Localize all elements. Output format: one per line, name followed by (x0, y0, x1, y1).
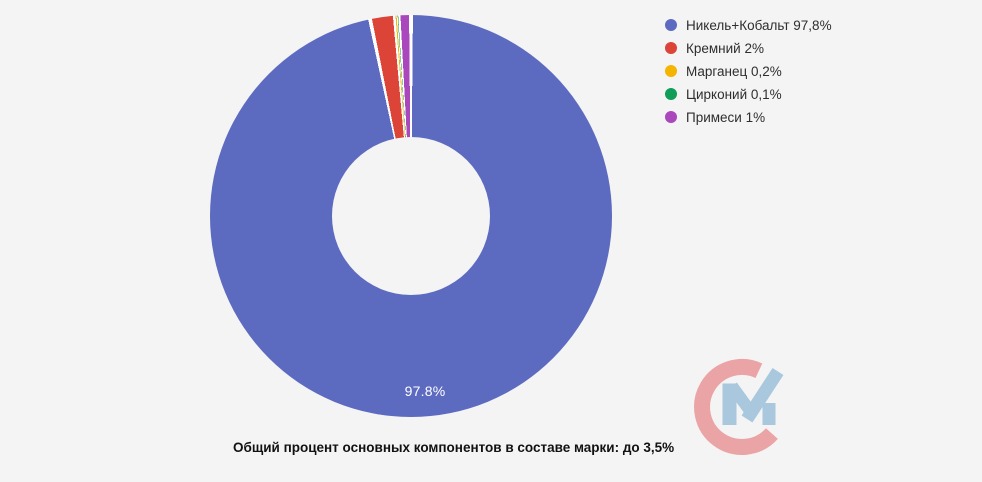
legend-swatch-icon (665, 111, 677, 123)
legend-label: Примеси 1% (686, 109, 766, 125)
cm-logo-watermark-icon (694, 359, 784, 455)
legend-label: Цирконий 0,1% (686, 86, 782, 102)
legend-item-impurities[interactable]: Примеси 1% (665, 109, 832, 125)
legend-item-silicon[interactable]: Кремний 2% (665, 40, 832, 56)
legend-label: Кремний 2% (686, 40, 764, 56)
donut-chart[interactable]: 97.8% (210, 15, 612, 417)
logo-ring (694, 359, 778, 455)
legend-label: Никель+Кобальт 97,8% (686, 17, 832, 33)
legend-swatch-icon (665, 19, 677, 31)
donut-hole (332, 137, 490, 295)
legend-item-zirconium[interactable]: Цирконий 0,1% (665, 86, 832, 102)
logo-mark (722, 367, 784, 425)
chart-legend: Никель+Кобальт 97,8% Кремний 2% Марганец… (665, 17, 832, 125)
legend-label: Марганец 0,2% (686, 63, 782, 79)
logo-mark-check (741, 367, 784, 423)
legend-item-manganese[interactable]: Марганец 0,2% (665, 63, 832, 79)
chart-caption: Общий процент основных компонентов в сос… (233, 440, 675, 455)
slice-value-label: 97.8% (404, 383, 446, 399)
legend-item-nickel-cobalt[interactable]: Никель+Кобальт 97,8% (665, 17, 832, 33)
legend-swatch-icon (665, 65, 677, 77)
legend-swatch-icon (665, 88, 677, 100)
legend-swatch-icon (665, 42, 677, 54)
